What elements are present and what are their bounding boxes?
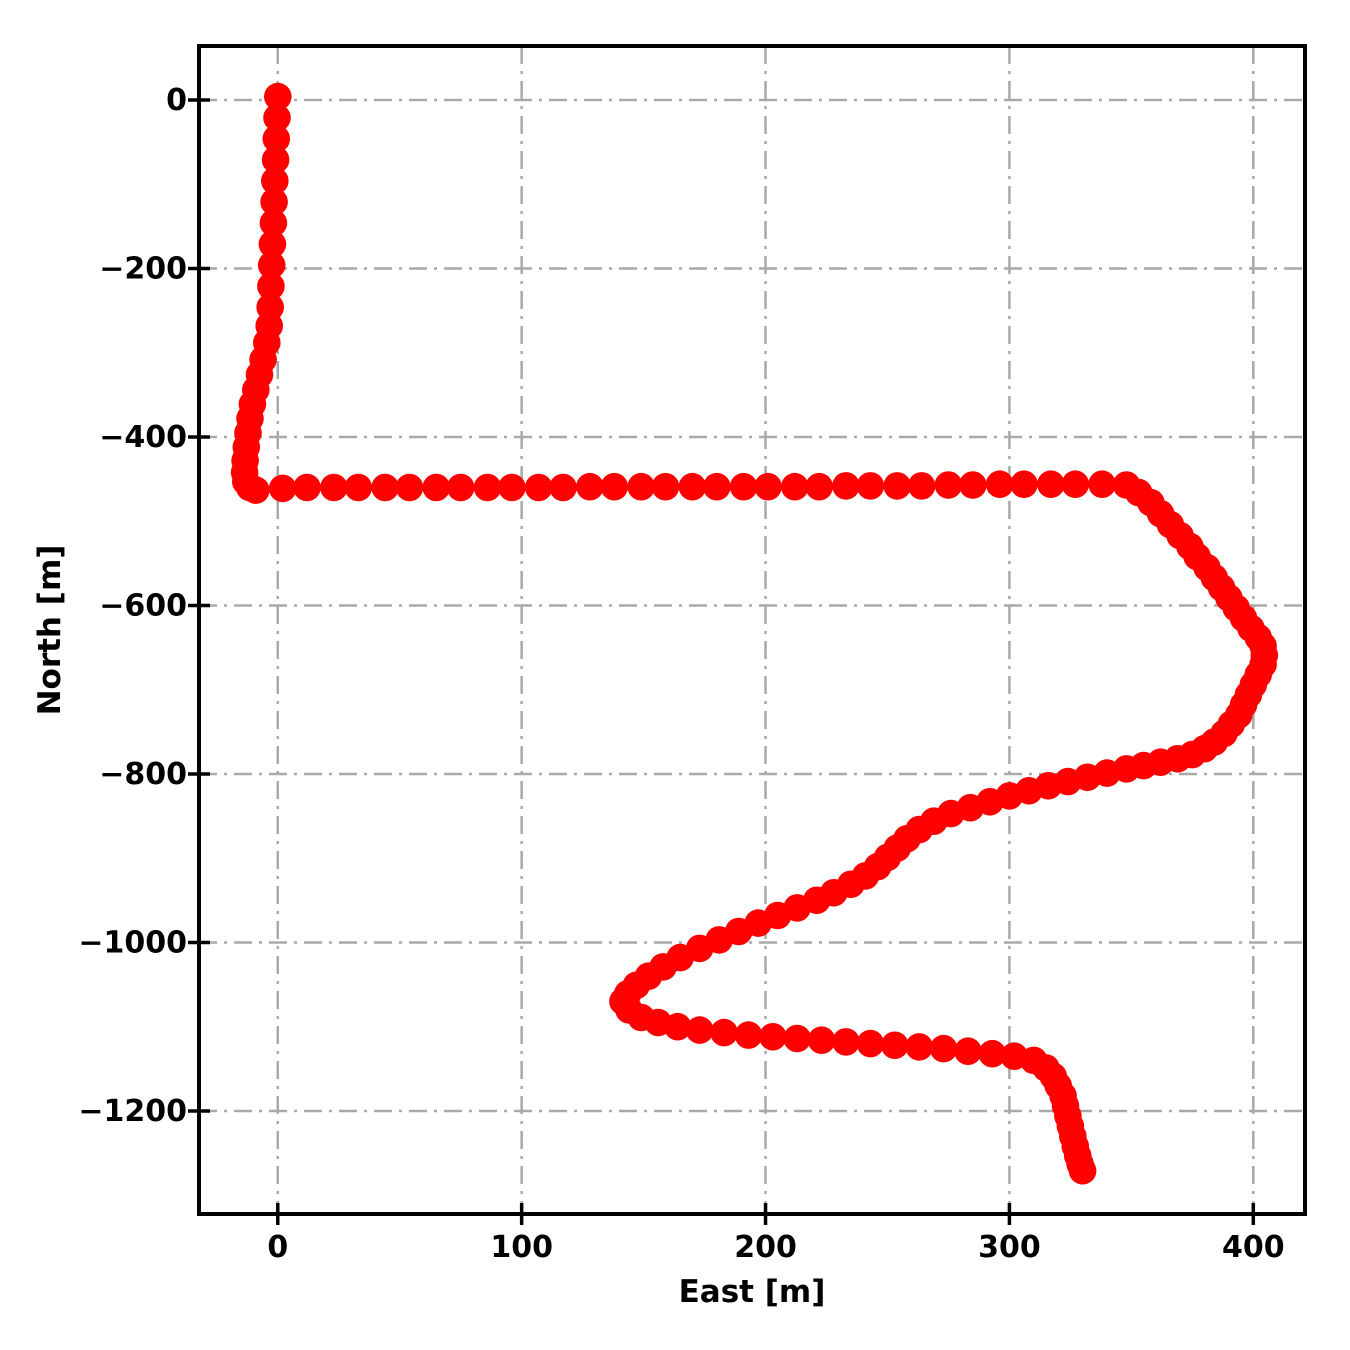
trajectory-point <box>627 472 655 501</box>
trajectory-point <box>678 472 707 501</box>
y-tick-label: −1000 <box>78 925 187 960</box>
trajectory-point <box>262 125 291 153</box>
trajectory-point <box>268 474 297 503</box>
trajectory-point <box>446 473 475 502</box>
trajectory-point <box>261 167 289 195</box>
y-tick-label: −400 <box>99 420 187 455</box>
trajectory-point <box>807 1026 836 1054</box>
trajectory-point <box>832 1028 860 1056</box>
trajectory-point <box>1088 470 1116 499</box>
trajectory-point <box>710 1018 738 1047</box>
y-tick-label: 0 <box>166 83 187 118</box>
trajectory-point <box>905 1033 933 1061</box>
x-tick-label: 200 <box>734 1230 797 1265</box>
trajectory-point <box>832 472 860 500</box>
trajectory-point <box>881 1031 909 1060</box>
trajectory-point <box>1061 470 1090 499</box>
trajectory-point <box>576 472 604 501</box>
y-tick-label: −200 <box>99 251 187 286</box>
trajectory-point <box>934 471 963 499</box>
trajectory-point <box>395 473 424 502</box>
trajectory-point <box>259 209 288 237</box>
y-tick-label: −800 <box>99 757 187 792</box>
trajectory-point <box>260 188 288 216</box>
trajectory-point <box>781 472 809 501</box>
trajectory-point <box>978 1039 1007 1068</box>
trajectory-point <box>344 473 373 502</box>
trajectory-point <box>371 473 399 502</box>
trajectory-point <box>261 146 290 174</box>
trajectory-point <box>293 473 321 502</box>
x-tick-label: 400 <box>1222 1230 1285 1265</box>
trajectory-point <box>685 1016 714 1044</box>
trajectory-point <box>263 103 291 132</box>
trajectory-point <box>257 251 286 279</box>
trajectory-point <box>242 476 270 504</box>
trajectory-point <box>600 472 629 501</box>
trajectory-point <box>703 472 731 501</box>
trajectory-point <box>422 473 451 502</box>
trajectory-point <box>734 1021 763 1049</box>
trajectory-point <box>759 1023 787 1051</box>
tick-layer <box>188 98 1256 1225</box>
x-axis-label: East [m] <box>679 1274 826 1310</box>
trajectory-point <box>1010 470 1038 499</box>
trajectory-point <box>805 472 833 501</box>
trajectory-point <box>883 472 911 500</box>
trajectory-point <box>320 473 348 502</box>
y-tick-label: −1200 <box>78 1094 187 1129</box>
trajectory-point <box>524 473 553 502</box>
trajectory-point <box>856 472 885 500</box>
trajectory-point <box>729 472 758 501</box>
trajectory-point <box>985 470 1014 499</box>
trajectory-point <box>1037 470 1065 499</box>
trajectory-point <box>264 82 292 111</box>
trajectory-point <box>783 1024 811 1053</box>
trajectory-point <box>754 472 782 501</box>
trajectory-point <box>856 1029 885 1058</box>
trajectory-point <box>498 473 526 502</box>
y-tick-label: −600 <box>99 588 187 623</box>
trajectory-point <box>1068 1157 1097 1185</box>
trajectory-point <box>651 472 680 501</box>
trajectory-point <box>473 473 502 502</box>
trajectory-point <box>929 1034 958 1063</box>
trajectory-point <box>959 471 987 499</box>
trajectory-point <box>907 472 936 500</box>
trajectory-point <box>257 272 285 301</box>
x-tick-label: 100 <box>490 1230 553 1265</box>
trajectory-point <box>663 1012 692 1041</box>
x-tick-label: 0 <box>267 1230 288 1265</box>
trajectory-point <box>258 230 287 258</box>
trajectory-point <box>954 1037 982 1065</box>
grid-layer <box>199 46 1305 1214</box>
y-axis-label: North [m] <box>32 545 68 716</box>
tick-labels: 0 100 200 300 400 0 −200 −400 −600 −800 −1000 −1200 <box>78 83 1284 1265</box>
x-tick-label: 300 <box>978 1230 1041 1265</box>
plot-frame <box>197 44 1307 1216</box>
trajectory-markers <box>230 82 1279 1185</box>
trajectory-point <box>549 473 577 502</box>
